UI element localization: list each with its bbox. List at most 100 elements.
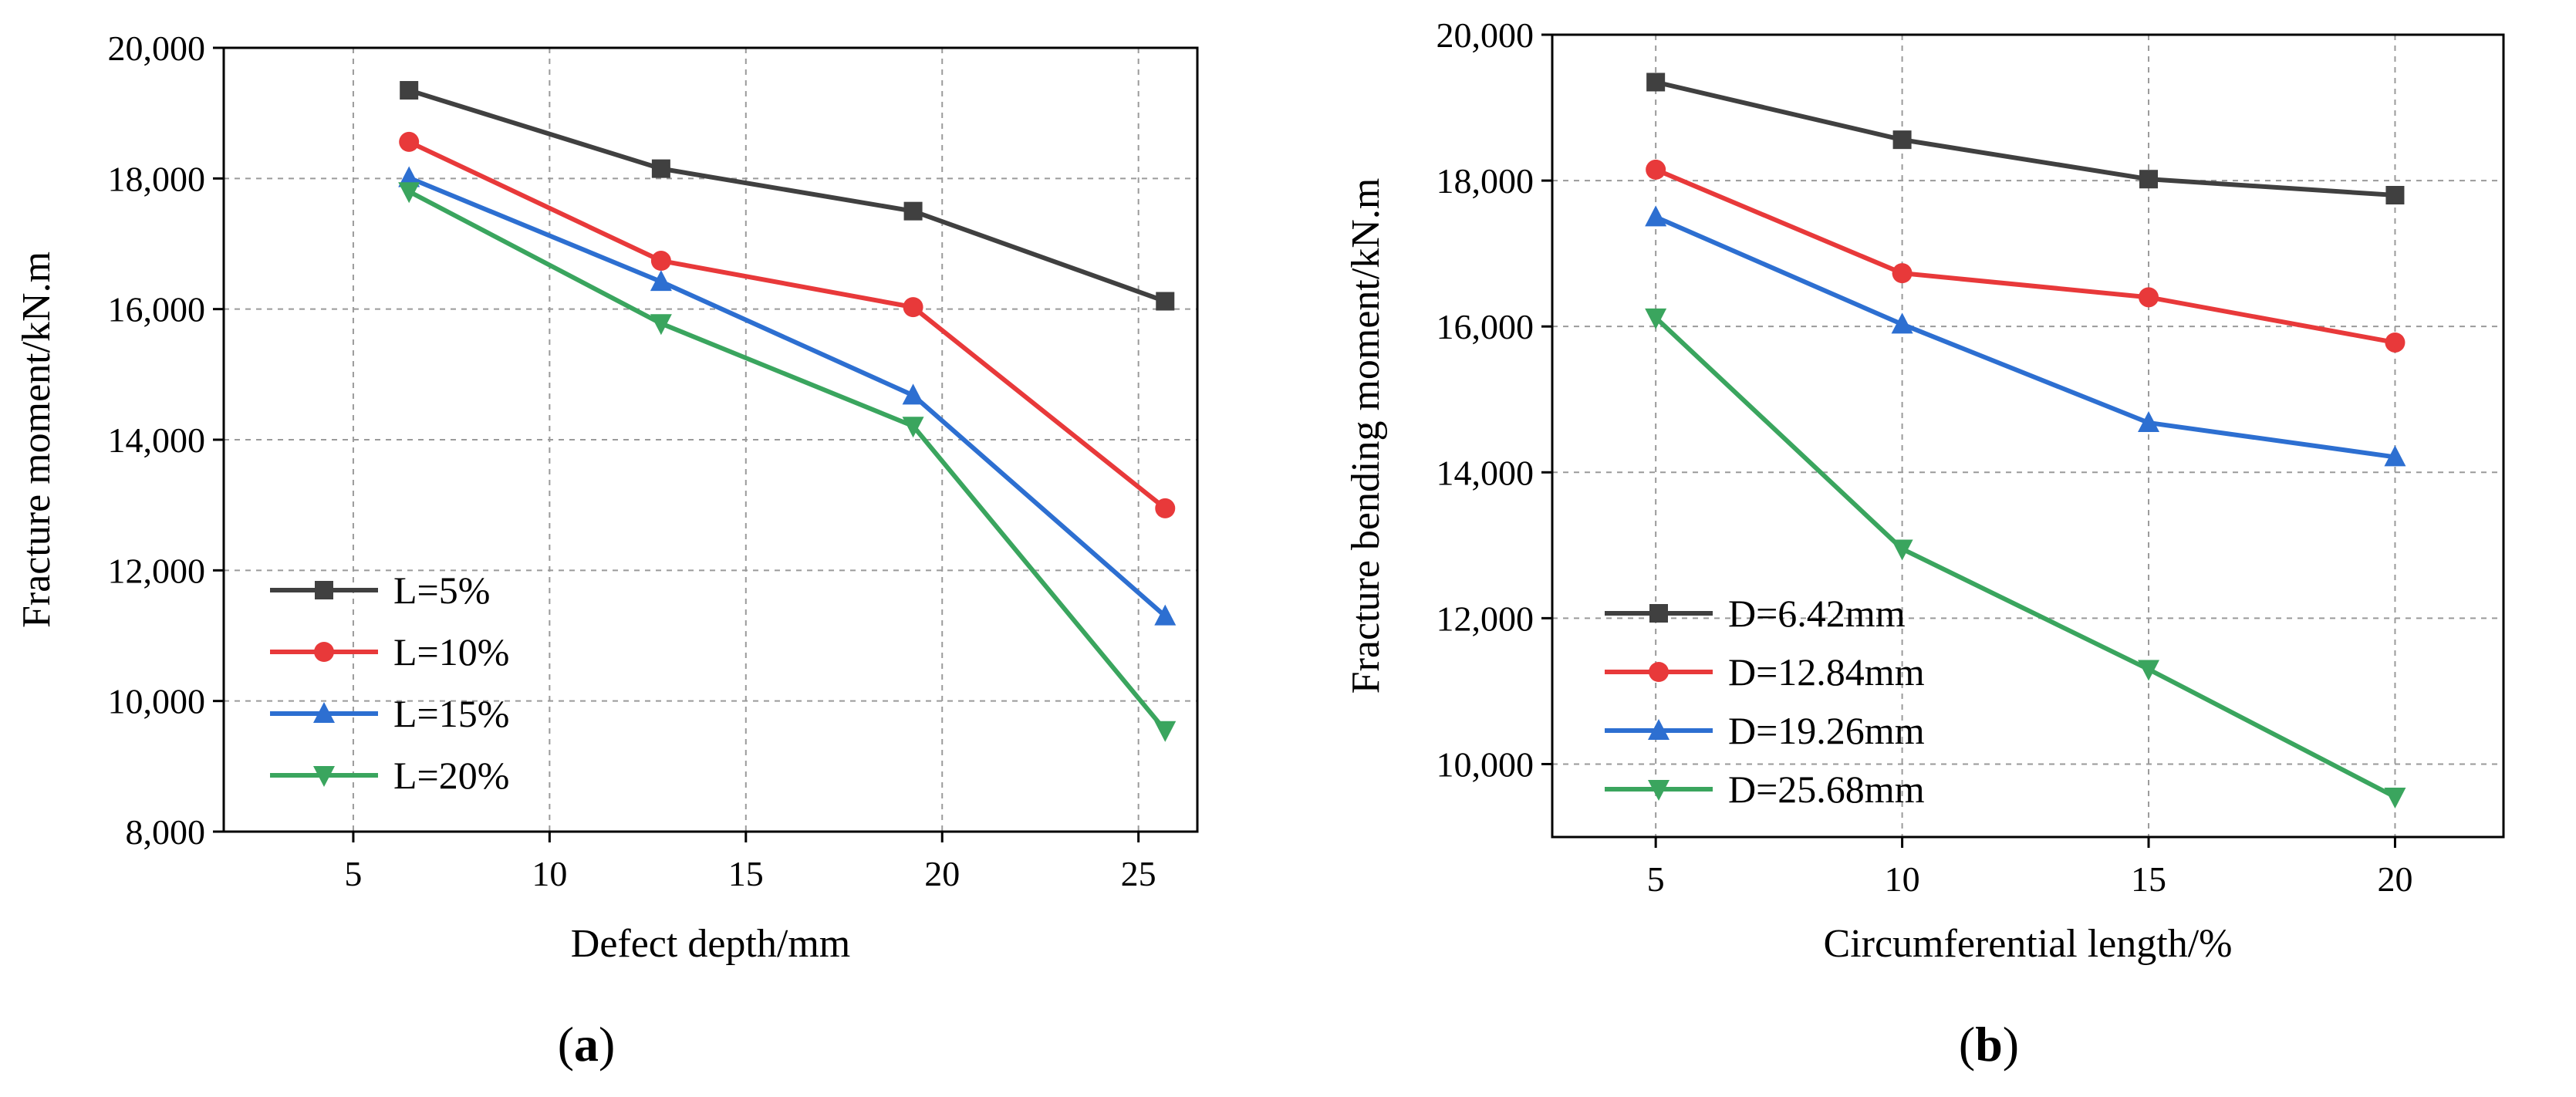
plot-frame	[1551, 33, 2505, 839]
data-point	[1892, 263, 1913, 284]
data-point	[650, 314, 672, 336]
y-tick-label: 16,000	[108, 290, 206, 329]
data-point	[650, 251, 671, 272]
legend-marker	[314, 642, 334, 662]
x-tick-label: 10	[532, 854, 567, 893]
series-line	[1654, 316, 2396, 799]
legend-label: D=12.84mm	[1728, 650, 1925, 694]
series-4	[398, 182, 1177, 742]
legend-marker	[313, 766, 335, 787]
y-tick-label: 18,000	[1437, 161, 1534, 201]
legend: D=6.42mm D=12.84mm D=19.26mm D=25.68mm	[1605, 592, 1925, 811]
data-point	[2138, 660, 2160, 681]
legend-marker	[1648, 780, 1670, 801]
legend-marker	[313, 702, 335, 723]
y-tick-label: 10,000	[1437, 744, 1534, 784]
panel-label: (a)	[558, 1017, 616, 1072]
data-point	[2138, 410, 2160, 432]
data-point	[1155, 498, 1176, 518]
x-tick-label: 5	[344, 854, 362, 893]
series-1	[400, 81, 1175, 311]
series-line	[1654, 167, 2395, 345]
legend-item: L=10%	[270, 630, 509, 673]
legend-label: L=10%	[393, 630, 509, 673]
y-tick-label: 18,000	[108, 159, 206, 198]
data-point	[398, 166, 420, 187]
data-point	[1645, 308, 1667, 329]
chart-panel-b: 5 10 15 20 10,000 12,000 14,000 16,000 18,000 20,…	[1344, 15, 2505, 1072]
legend-item: D=19.26mm	[1605, 709, 1925, 752]
data-point	[2385, 332, 2406, 353]
data-point	[1645, 205, 1667, 227]
y-tick-label: 10,000	[108, 682, 206, 721]
x-tick-label: 10	[1885, 859, 1920, 899]
legend-marker	[1649, 662, 1669, 682]
y-tick-label: 14,000	[108, 420, 206, 460]
x-tick-label: 25	[1121, 854, 1156, 893]
data-point	[2384, 445, 2406, 467]
legend-marker	[1648, 719, 1670, 740]
legend-item: D=6.42mm	[1605, 592, 1906, 635]
legend-label: L=5%	[393, 569, 490, 612]
y-tick-label: 16,000	[1437, 307, 1534, 346]
data-point	[1156, 292, 1175, 311]
y-tick-label: 8,000	[126, 812, 206, 852]
x-tick-label: 15	[728, 854, 764, 893]
legend-marker	[1649, 604, 1668, 623]
data-point	[2385, 186, 2405, 204]
series-line	[408, 88, 1166, 304]
series-line	[408, 175, 1167, 618]
series-3	[1645, 205, 2406, 467]
data-point	[400, 81, 419, 100]
series-line	[1655, 79, 2395, 197]
legend-marker	[315, 581, 333, 599]
series-line	[407, 140, 1167, 511]
data-point	[2139, 287, 2159, 308]
y-tick-label: 12,000	[1437, 599, 1534, 638]
data-point	[902, 417, 924, 438]
y-axis-label: Fracture bending moment/kN.m	[1344, 178, 1388, 694]
data-point	[650, 270, 672, 292]
x-axis-label: Defect depth/mm	[571, 922, 850, 966]
data-point	[2139, 170, 2159, 189]
legend-item: L=5%	[270, 569, 490, 612]
x-tick-label: 20	[924, 854, 960, 893]
x-tick-label: 20	[2377, 859, 2412, 899]
y-axis-label: Fracture moment/kN.m	[15, 251, 59, 628]
panel-label: (b)	[1959, 1017, 2019, 1072]
data-point	[1646, 73, 1666, 92]
series-3	[398, 166, 1177, 626]
data-point	[1892, 130, 1912, 150]
legend-label: D=19.26mm	[1728, 709, 1925, 752]
y-tick-label: 12,000	[108, 551, 206, 590]
series-line	[1654, 214, 2395, 460]
x-tick-label: 15	[2131, 859, 2166, 899]
x-tick-label: 5	[1647, 859, 1665, 899]
legend-label: L=20%	[393, 754, 509, 797]
legend-item: L=15%	[270, 692, 509, 735]
gridlines	[1552, 35, 2503, 837]
series-4	[1645, 308, 2406, 808]
legend-label: D=25.68mm	[1728, 768, 1925, 811]
data-point	[399, 131, 420, 152]
y-tick-label: 20,000	[108, 29, 206, 68]
series-line	[407, 189, 1167, 732]
legend-item: L=20%	[270, 754, 509, 797]
data-point	[903, 201, 923, 221]
legend: L=5% L=10% L=15% L=20%	[270, 569, 509, 797]
legend-item: D=12.84mm	[1605, 650, 1925, 694]
data-point	[1154, 721, 1177, 742]
data-point	[903, 297, 923, 318]
data-point	[2384, 788, 2406, 808]
legend-label: L=15%	[393, 692, 509, 735]
data-point	[1891, 312, 1913, 334]
series-2	[399, 131, 1176, 518]
series-2	[1646, 159, 2406, 353]
data-point	[1646, 159, 1666, 180]
gridlines	[224, 48, 1197, 832]
series-1	[1646, 73, 2405, 204]
data-point	[651, 159, 670, 178]
x-axis-label: Circumferential length/%	[1824, 922, 2233, 966]
chart-panel-a: 5 10 15 20 25 8,000 10,000 12,000 14,000 16,000 18…	[15, 29, 1199, 1072]
